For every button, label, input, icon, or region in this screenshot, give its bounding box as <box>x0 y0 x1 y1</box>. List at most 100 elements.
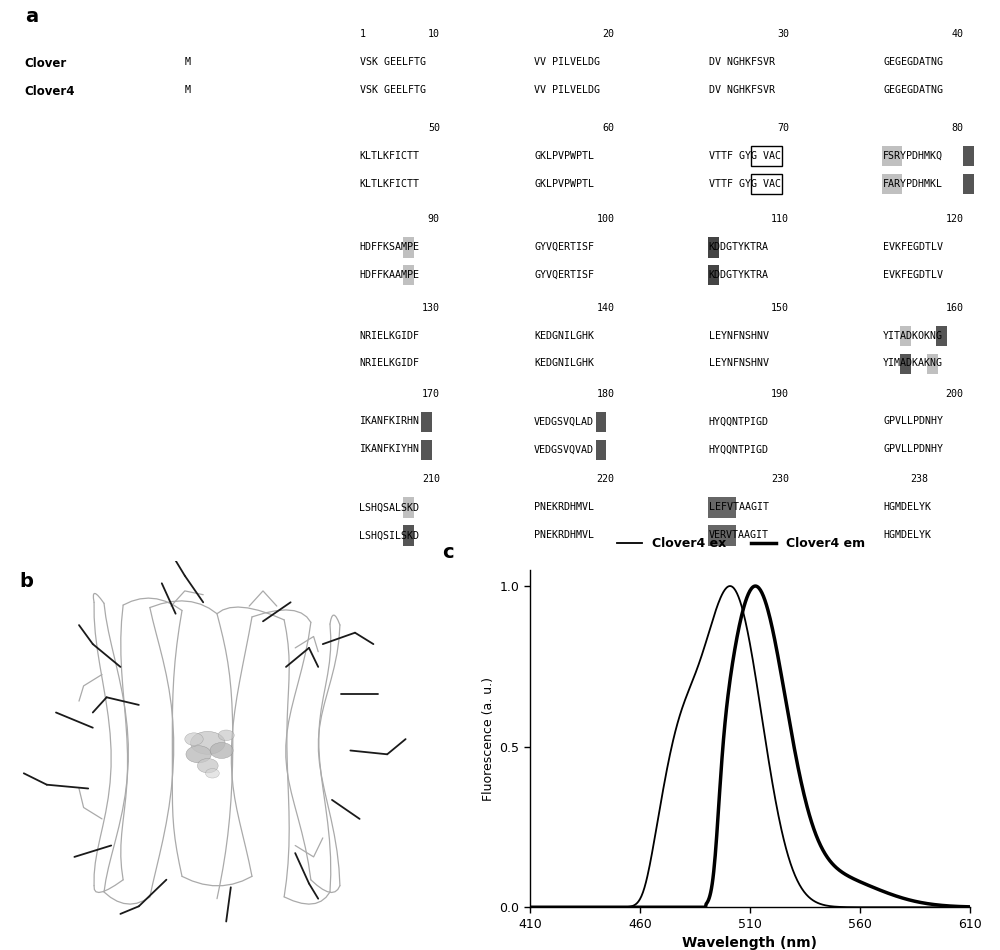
FancyBboxPatch shape <box>403 265 414 285</box>
Text: VSK GEELFTG: VSK GEELFTG <box>360 85 426 95</box>
Text: LEYNFNSHNV: LEYNFNSHNV <box>709 358 769 369</box>
Text: PNEKRDHMVL: PNEKRDHMVL <box>534 503 594 512</box>
Text: KEDGNILGHK: KEDGNILGHK <box>534 358 594 369</box>
Ellipse shape <box>206 769 219 778</box>
Text: GYVQERTISF: GYVQERTISF <box>534 270 594 280</box>
Text: KDDGTYKTRA: KDDGTYKTRA <box>709 242 769 252</box>
Text: GPVLLPDNHY: GPVLLPDNHY <box>883 445 943 454</box>
Text: 80: 80 <box>952 123 964 133</box>
Text: HGMDELYK: HGMDELYK <box>883 530 931 541</box>
FancyBboxPatch shape <box>882 146 902 166</box>
Text: 1: 1 <box>360 28 366 39</box>
Text: 60: 60 <box>602 123 614 133</box>
Text: 220: 220 <box>596 474 614 484</box>
Text: 230: 230 <box>771 474 789 484</box>
Ellipse shape <box>186 746 211 763</box>
Text: LSHQSILSKD: LSHQSILSKD <box>360 530 420 541</box>
Ellipse shape <box>210 743 233 758</box>
Text: DV NGHKFSVR: DV NGHKFSVR <box>709 85 775 95</box>
FancyBboxPatch shape <box>596 440 606 460</box>
Text: VSK GEELFTG: VSK GEELFTG <box>360 57 426 67</box>
Text: KLTLKFICTT: KLTLKFICTT <box>360 151 420 161</box>
Text: GPVLLPDNHY: GPVLLPDNHY <box>883 416 943 427</box>
Text: 238: 238 <box>910 474 928 484</box>
Text: LEFVTAAGIT: LEFVTAAGIT <box>709 503 769 512</box>
Text: EVKFEGDTLV: EVKFEGDTLV <box>883 242 943 252</box>
Text: YITADKOKNG: YITADKOKNG <box>883 331 943 340</box>
Text: b: b <box>19 572 33 591</box>
FancyBboxPatch shape <box>708 238 719 257</box>
Text: VV PILVELDG: VV PILVELDG <box>534 57 600 67</box>
Text: 20: 20 <box>602 28 614 39</box>
Text: GEGEGDATNG: GEGEGDATNG <box>883 57 943 67</box>
Ellipse shape <box>191 732 225 754</box>
Text: Clover4: Clover4 <box>25 85 75 98</box>
FancyBboxPatch shape <box>927 353 938 374</box>
Text: 70: 70 <box>777 123 789 133</box>
Y-axis label: Fluorescence (a. u.): Fluorescence (a. u.) <box>482 676 495 801</box>
Text: 30: 30 <box>777 28 789 39</box>
Text: 100: 100 <box>596 214 614 224</box>
Text: KDDGTYKTRA: KDDGTYKTRA <box>709 270 769 280</box>
FancyBboxPatch shape <box>900 326 911 346</box>
FancyBboxPatch shape <box>708 498 736 518</box>
Text: NRIELKGIDF: NRIELKGIDF <box>360 331 420 340</box>
FancyBboxPatch shape <box>936 326 947 346</box>
Text: c: c <box>442 543 454 562</box>
X-axis label: Wavelength (nm): Wavelength (nm) <box>682 936 818 950</box>
Text: 50: 50 <box>428 123 440 133</box>
Text: VEDGSVQVAD: VEDGSVQVAD <box>534 445 594 454</box>
Text: HDFFKSAMPE: HDFFKSAMPE <box>360 242 420 252</box>
FancyBboxPatch shape <box>708 265 719 285</box>
Text: HGMDELYK: HGMDELYK <box>883 503 931 512</box>
Text: 120: 120 <box>946 214 964 224</box>
Text: 140: 140 <box>596 303 614 313</box>
Text: LEYNFNSHNV: LEYNFNSHNV <box>709 331 769 340</box>
Text: VV PILVELDG: VV PILVELDG <box>534 85 600 95</box>
Text: IKANFKIRHN: IKANFKIRHN <box>360 416 420 427</box>
FancyBboxPatch shape <box>403 238 414 257</box>
Text: GKLPVPWPTL: GKLPVPWPTL <box>534 179 594 189</box>
Ellipse shape <box>185 732 203 746</box>
Text: GEGEGDATNG: GEGEGDATNG <box>883 85 943 95</box>
Text: VTTF GYG VAC: VTTF GYG VAC <box>709 179 781 189</box>
Text: HDFFKAAMPE: HDFFKAAMPE <box>360 270 420 280</box>
Ellipse shape <box>197 758 218 773</box>
Text: 210: 210 <box>422 474 440 484</box>
Text: YIMADKAKNG: YIMADKAKNG <box>883 358 943 369</box>
Text: KEDGNILGHK: KEDGNILGHK <box>534 331 594 340</box>
Text: 130: 130 <box>422 303 440 313</box>
Legend: Clover4 ex, Clover4 em: Clover4 ex, Clover4 em <box>612 532 870 556</box>
Text: 40: 40 <box>952 28 964 39</box>
Text: 170: 170 <box>422 389 440 399</box>
Text: NRIELKGIDF: NRIELKGIDF <box>360 358 420 369</box>
Text: a: a <box>25 8 38 27</box>
Text: LSHQSALSKD: LSHQSALSKD <box>360 503 420 512</box>
FancyBboxPatch shape <box>403 525 414 546</box>
FancyBboxPatch shape <box>421 440 432 460</box>
FancyBboxPatch shape <box>963 146 974 166</box>
Text: Clover: Clover <box>25 57 67 69</box>
Text: M: M <box>185 85 191 95</box>
Text: VTTF GYG VAC: VTTF GYG VAC <box>709 151 781 161</box>
Text: 150: 150 <box>771 303 789 313</box>
FancyBboxPatch shape <box>900 353 911 374</box>
Text: 180: 180 <box>596 389 614 399</box>
Text: 200: 200 <box>946 389 964 399</box>
Text: DV NGHKFSVR: DV NGHKFSVR <box>709 57 775 67</box>
Text: HYQQNTPIGD: HYQQNTPIGD <box>709 445 769 454</box>
FancyBboxPatch shape <box>882 174 902 194</box>
FancyBboxPatch shape <box>963 174 974 194</box>
Text: KLTLKFICTT: KLTLKFICTT <box>360 179 420 189</box>
Text: 110: 110 <box>771 214 789 224</box>
Text: 10: 10 <box>428 28 440 39</box>
Text: FARYPDHMKL: FARYPDHMKL <box>883 179 943 189</box>
FancyBboxPatch shape <box>708 525 736 546</box>
FancyBboxPatch shape <box>403 498 414 518</box>
Text: 190: 190 <box>771 389 789 399</box>
Text: VERVTAAGIT: VERVTAAGIT <box>709 530 769 541</box>
Text: FSRYPDHMKQ: FSRYPDHMKQ <box>883 151 943 161</box>
Text: VEDGSVQLAD: VEDGSVQLAD <box>534 416 594 427</box>
Text: GYVQERTISF: GYVQERTISF <box>534 242 594 252</box>
Text: GKLPVPWPTL: GKLPVPWPTL <box>534 151 594 161</box>
